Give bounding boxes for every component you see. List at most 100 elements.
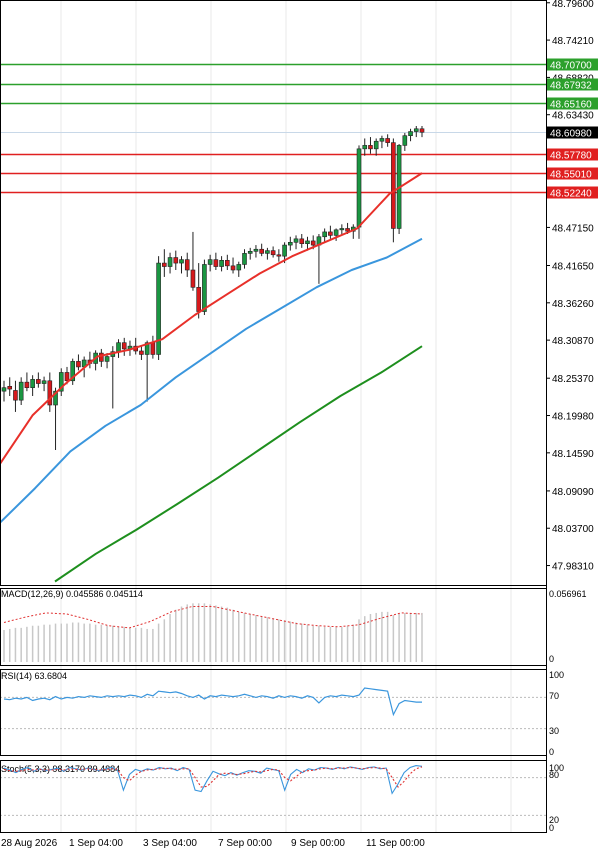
candle-body-46 [265,250,270,254]
stoch-tick-100: 100 [549,763,564,773]
candle-body-13 [76,361,81,368]
resistance-level-2-tag [547,97,598,110]
time-label-5: 11 Sep 00:00 [366,838,425,849]
price-tick-label-3: 48.63430 [552,111,594,122]
macd-scale-min: 0 [549,654,554,664]
candle-body-34 [196,287,201,312]
macd-scale-max: 0.056961 [549,589,587,599]
candle-body-70 [402,135,408,146]
candle-body-36 [207,259,213,265]
time-label-1: 1 Sep 04:00 [69,838,123,849]
candle-body-65 [373,140,379,150]
price-tick-label-11: 48.19980 [552,412,594,423]
stoch-tick-0: 0 [549,823,554,833]
time-axis: 28 Aug 2026 1 Sep 04:00 3 Sep 04:00 7 Se… [1,838,425,849]
macd-label: MACD(12,26,9) 0.045586 0.045114 [1,589,143,599]
candle-body-5 [30,379,35,388]
candle-body-53 [305,240,310,244]
candle-body-45 [259,248,264,254]
candle-body-30 [173,257,179,264]
candle-body-24 [139,350,144,355]
current-price-text: 48.60980 [550,129,592,140]
candle-body-50 [288,242,293,246]
candle-body-11 [64,372,70,382]
candle-body-6 [36,379,41,384]
time-label-3: 7 Sep 00:00 [218,838,272,849]
candle-body-2 [13,390,18,401]
candle-body-71 [408,131,413,136]
candle-body-0 [1,387,7,392]
candle-body-21 [121,342,127,350]
candle-body-38 [219,260,224,267]
candle-body-57 [328,231,333,236]
ma-fast-line [0,172,423,465]
support-level-2-text: 48.52240 [550,189,592,200]
candle-body-62 [356,148,362,228]
candle-body-25 [144,342,150,355]
candle-body-51 [293,238,299,243]
candle-body-47 [270,250,276,256]
candle-body-52 [299,238,305,244]
candle-body-42 [242,253,247,265]
time-label-4: 9 Sep 00:00 [291,838,345,849]
candle-body-20 [116,342,121,352]
price-tick-label-0: 48.79600 [552,0,594,10]
rsi-tick-70: 70 [549,691,559,701]
candle-body-32 [184,259,190,271]
candle-body-43 [247,251,253,254]
candle-body-64 [368,145,373,150]
candle-body-39 [225,260,230,267]
macd-panel: MACD(12,26,9) 0.045586 0.045114 0.056961… [1,589,587,664]
candle-body-49 [282,244,287,257]
candle-body-12 [70,361,76,382]
resistance-level-1-tag [547,78,598,91]
candle-body-40 [230,265,236,271]
candle-body-29 [167,257,173,267]
candle-body-44 [253,248,259,252]
price-tick-label-8: 48.36260 [552,299,594,310]
rsi-tick-30: 30 [549,726,559,736]
time-label-2: 3 Sep 04:00 [143,838,197,849]
candle-body-37 [213,259,219,267]
resistance-level-2-text: 48.65160 [550,100,592,111]
current-price-tag [547,126,598,139]
resistance-level-0-text: 48.70700 [550,61,592,72]
price-tick-label-14: 48.03700 [552,524,594,535]
time-label-0: 28 Aug 2026 [1,838,58,849]
stoch-signal-line [3,766,423,788]
rsi-tick-0: 0 [549,747,554,757]
candle-body-26 [150,342,156,355]
support-level-0-text: 48.57780 [550,151,592,162]
stoch-tick-20: 20 [549,815,559,825]
candle-body-60 [345,228,350,232]
candle-body-58 [333,229,339,236]
candle-body-1 [7,386,13,390]
rsi-label: RSI(14) 63.6804 [1,671,67,681]
candle-body-17 [99,352,104,362]
candle-body-48 [276,254,282,257]
candle-body-28 [162,262,167,267]
price-tick-label-6: 48.47150 [552,223,594,234]
candle-body-72 [413,128,419,132]
price-tick-label-12: 48.14590 [552,449,594,460]
candle-body-3 [18,381,24,401]
candle-body-67 [385,138,390,143]
macd-signal-line [3,606,423,629]
candle-body-7 [41,380,47,384]
candle-body-68 [391,142,396,229]
price-panel: 48.7960048.7421048.6882048.6343048.57780… [0,0,598,832]
price-tick-label-9: 48.30870 [552,336,594,347]
candle-body-56 [322,231,327,238]
candle-body-10 [58,372,64,392]
rsi-line [3,687,422,717]
price-tick-label-1: 48.74210 [552,36,594,47]
price-tick-label-7: 48.41650 [552,262,594,273]
candle-body-9 [53,390,58,406]
candle-body-27 [156,262,161,355]
support-level-2-tag [547,186,598,199]
price-tick-label-13: 48.09090 [552,487,594,498]
rsi-tick-100: 100 [549,670,564,680]
stoch-tick-80: 80 [549,770,559,780]
